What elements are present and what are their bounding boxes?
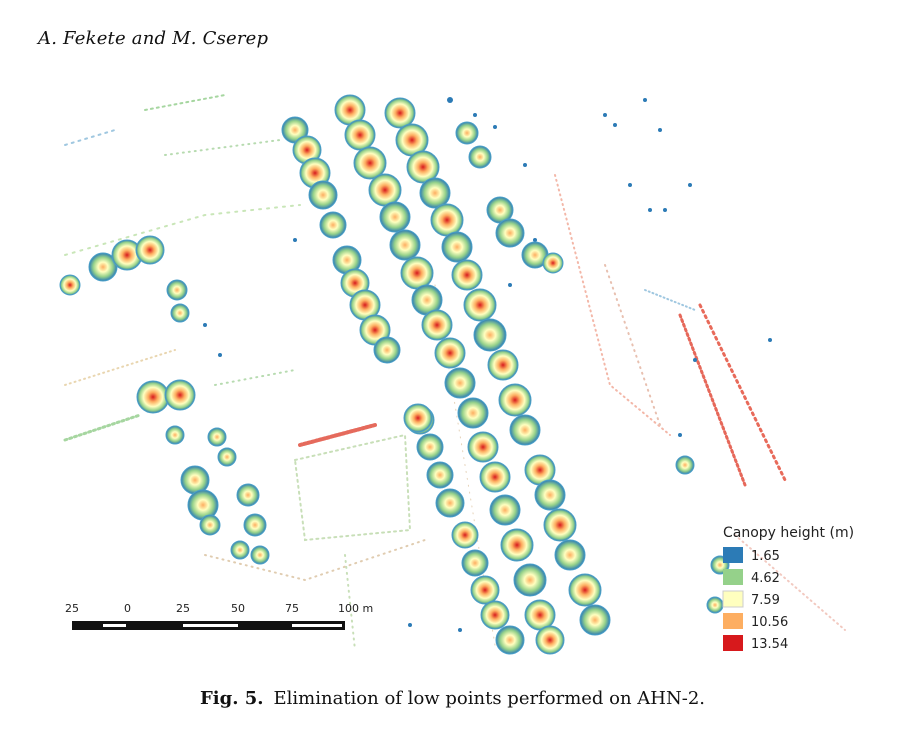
legend-swatch-3: [722, 590, 744, 608]
figure-label: Fig. 5.: [199, 688, 264, 709]
legend-swatch-2: [723, 569, 743, 585]
scale-bar-segment-a: [103, 624, 126, 627]
canopy-height-map: Canopy height (m) 1.65 4.62 7.59 10.56 1…: [59, 94, 854, 655]
figure-caption-text: Elimination of low points performed on A…: [273, 688, 706, 709]
legend-title: Canopy height (m): [723, 525, 854, 541]
scale-label-1: 25: [65, 602, 79, 615]
legend-entry-1: 1.65: [723, 547, 780, 564]
legend-entry-4: 10.56: [723, 613, 788, 630]
legend-entry-3: 7.59: [722, 590, 780, 608]
legend-label-2: 4.62: [751, 571, 780, 586]
legend-swatch-4: [723, 613, 743, 629]
legend-swatch-1: [723, 547, 743, 563]
scale-bar-segment-c: [292, 624, 342, 627]
legend-entry-2: 4.62: [723, 569, 780, 586]
legend: Canopy height (m) 1.65 4.62 7.59 10.56 1…: [722, 525, 854, 652]
legend-entry-5: 13.54: [723, 635, 788, 652]
tree-crowns: [59, 94, 730, 655]
scale-bar-segment-b: [183, 624, 238, 627]
scale-label-2: 0: [124, 602, 131, 615]
legend-label-3: 7.59: [751, 593, 780, 608]
scale-label-5: 75: [285, 602, 299, 615]
figure-caption: Fig. 5. Elimination of low points perform…: [0, 688, 905, 709]
legend-label-4: 10.56: [751, 615, 788, 630]
scale-label-6: 100 m: [338, 602, 373, 615]
legend-label-1: 1.65: [751, 549, 780, 564]
running-head-authors: A. Fekete and M. Cserep: [38, 28, 269, 49]
scattered-low-points: [203, 97, 772, 632]
ground-feature-outlines: [63, 94, 846, 651]
scale-label-4: 50: [231, 602, 245, 615]
scale-label-3: 25: [176, 602, 190, 615]
scale-bar: 25 0 25 50 75 100 m: [65, 602, 373, 630]
legend-swatch-5: [723, 635, 743, 651]
legend-label-5: 13.54: [751, 637, 788, 652]
